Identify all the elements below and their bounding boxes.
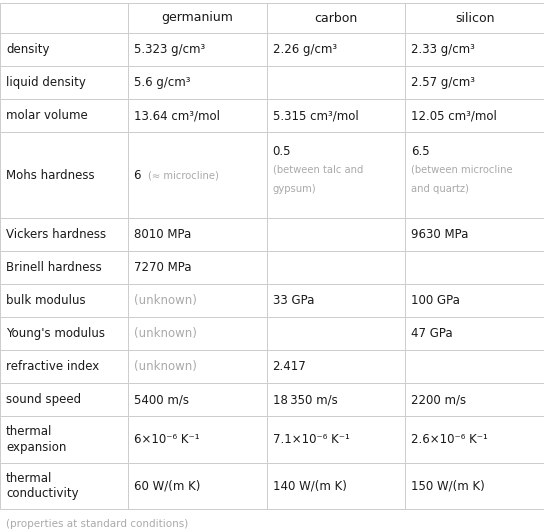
- Text: molar volume: molar volume: [6, 109, 88, 122]
- Text: and quartz): and quartz): [411, 184, 469, 194]
- Text: silicon: silicon: [455, 12, 494, 24]
- Text: (unknown): (unknown): [134, 294, 197, 307]
- Text: 18 350 m/s: 18 350 m/s: [273, 393, 337, 406]
- Text: 100 GPa: 100 GPa: [411, 294, 460, 307]
- Text: thermal: thermal: [6, 425, 52, 439]
- Text: 13.64 cm³/mol: 13.64 cm³/mol: [134, 109, 220, 122]
- Text: 5.315 cm³/mol: 5.315 cm³/mol: [273, 109, 358, 122]
- Text: sound speed: sound speed: [6, 393, 81, 406]
- Text: carbon: carbon: [314, 12, 357, 24]
- Text: 0.5: 0.5: [273, 144, 291, 158]
- Text: 2200 m/s: 2200 m/s: [411, 393, 466, 406]
- Text: (unknown): (unknown): [134, 361, 197, 373]
- Text: 2.33 g/cm³: 2.33 g/cm³: [411, 43, 475, 56]
- Text: 7.1×10⁻⁶ K⁻¹: 7.1×10⁻⁶ K⁻¹: [273, 433, 349, 446]
- Text: germanium: germanium: [161, 12, 233, 24]
- Text: 5.323 g/cm³: 5.323 g/cm³: [134, 43, 205, 56]
- Text: (properties at standard conditions): (properties at standard conditions): [6, 519, 188, 529]
- Text: 8010 MPa: 8010 MPa: [134, 228, 191, 241]
- Text: gypsum): gypsum): [273, 184, 316, 194]
- Text: 2.417: 2.417: [273, 361, 306, 373]
- Text: (between talc and: (between talc and: [273, 165, 363, 175]
- Text: Young's modulus: Young's modulus: [6, 327, 105, 340]
- Text: 60 W/(m K): 60 W/(m K): [134, 479, 200, 492]
- Text: 2.57 g/cm³: 2.57 g/cm³: [411, 76, 475, 89]
- Text: 6.5: 6.5: [411, 144, 430, 158]
- Text: 9630 MPa: 9630 MPa: [411, 228, 468, 241]
- Text: density: density: [6, 43, 50, 56]
- Text: 2.6×10⁻⁶ K⁻¹: 2.6×10⁻⁶ K⁻¹: [411, 433, 488, 446]
- Text: conductivity: conductivity: [6, 487, 79, 500]
- Text: expansion: expansion: [6, 441, 66, 454]
- Text: 6×10⁻⁶ K⁻¹: 6×10⁻⁶ K⁻¹: [134, 433, 200, 446]
- Text: 47 GPa: 47 GPa: [411, 327, 453, 340]
- Text: refractive index: refractive index: [6, 361, 99, 373]
- Text: 5.6 g/cm³: 5.6 g/cm³: [134, 76, 190, 89]
- Text: (≈ microcline): (≈ microcline): [148, 170, 219, 180]
- Text: Mohs hardness: Mohs hardness: [6, 169, 95, 182]
- Text: Vickers hardness: Vickers hardness: [6, 228, 106, 241]
- Text: 33 GPa: 33 GPa: [273, 294, 314, 307]
- Text: thermal: thermal: [6, 472, 52, 485]
- Text: bulk modulus: bulk modulus: [6, 294, 85, 307]
- Text: (between microcline: (between microcline: [411, 165, 513, 175]
- Text: 5400 m/s: 5400 m/s: [134, 393, 189, 406]
- Text: 12.05 cm³/mol: 12.05 cm³/mol: [411, 109, 497, 122]
- Text: 2.26 g/cm³: 2.26 g/cm³: [273, 43, 337, 56]
- Text: Brinell hardness: Brinell hardness: [6, 261, 102, 274]
- Text: 140 W/(m K): 140 W/(m K): [273, 479, 347, 492]
- Text: 7270 MPa: 7270 MPa: [134, 261, 191, 274]
- Text: 6: 6: [134, 169, 149, 182]
- Text: liquid density: liquid density: [6, 76, 86, 89]
- Text: (unknown): (unknown): [134, 327, 197, 340]
- Text: 150 W/(m K): 150 W/(m K): [411, 479, 485, 492]
